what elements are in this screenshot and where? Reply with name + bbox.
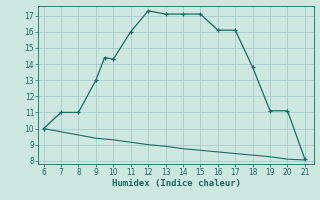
X-axis label: Humidex (Indice chaleur): Humidex (Indice chaleur) <box>111 179 241 188</box>
